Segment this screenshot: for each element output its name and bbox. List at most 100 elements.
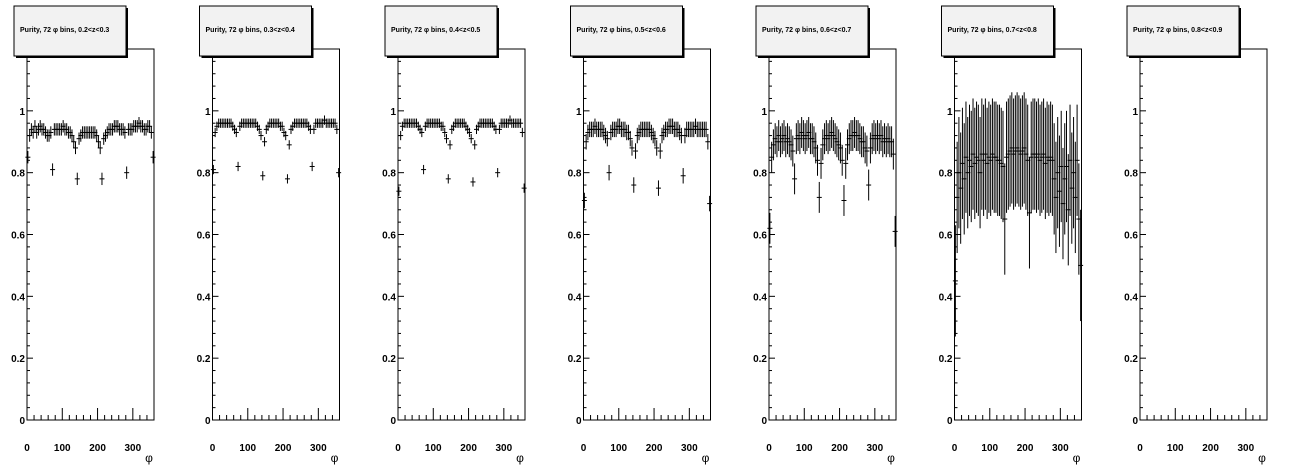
y-tick-label: 1 <box>205 107 211 118</box>
x-axis-label: φ <box>1073 451 1081 465</box>
x-tick-label: 300 <box>866 443 883 454</box>
data-point <box>839 144 845 176</box>
x-tick-label: 200 <box>831 443 848 454</box>
y-tick-label: 0 <box>205 416 211 427</box>
data-point <box>519 127 525 138</box>
y-tick-label: 1 <box>19 107 25 118</box>
data-point <box>627 130 633 147</box>
data-series <box>767 117 898 247</box>
x-tick-label: 100 <box>796 443 813 454</box>
x-tick-label: 300 <box>124 443 141 454</box>
data-point <box>99 172 105 186</box>
x-tick-label: 300 <box>1052 443 1069 454</box>
y-tick-label: 0.6 <box>11 231 25 242</box>
data-point <box>74 172 80 186</box>
x-tick-label: 300 <box>310 443 327 454</box>
data-point <box>583 134 589 150</box>
data-point <box>890 138 896 170</box>
y-tick-label: 0.6 <box>568 231 582 242</box>
x-tick-label: 100 <box>425 443 442 454</box>
data-point <box>843 147 849 179</box>
title-box <box>199 5 312 57</box>
data-point <box>629 140 635 156</box>
data-point <box>212 127 218 138</box>
data-point <box>1074 104 1080 216</box>
data-point <box>466 127 472 138</box>
x-tick-label: 0 <box>210 443 216 454</box>
data-point <box>124 166 130 179</box>
data-point <box>73 141 79 155</box>
x-tick-label: 200 <box>89 443 106 454</box>
panel-title: Purity, 72 φ bins, 0.8<z<0.9 <box>1133 27 1222 34</box>
y-tick-label: 0.6 <box>197 231 211 242</box>
data-point <box>256 124 262 135</box>
plot-frame <box>583 48 711 421</box>
y-tick-label: 0.8 <box>939 169 953 180</box>
y-tick-label: 0 <box>19 416 25 427</box>
y-tick-label: 1 <box>1132 107 1138 118</box>
panel-title: Purity, 72 φ bins, 0.2<z<0.3 <box>20 27 109 34</box>
y-tick-label: 0.8 <box>382 169 396 180</box>
x-tick-label: 300 <box>1237 443 1254 454</box>
x-axis-label: φ <box>331 451 339 465</box>
data-point <box>818 147 824 179</box>
data-point <box>233 127 239 138</box>
x-axis-label: φ <box>516 451 524 465</box>
data-point <box>50 163 56 176</box>
data-series <box>25 117 156 186</box>
data-point <box>336 168 342 178</box>
x-axis-label: φ <box>887 451 895 465</box>
data-point <box>657 143 663 159</box>
data-point <box>284 174 290 184</box>
y-tick-label: 1 <box>761 107 767 118</box>
chart-panel-7: 0 0.2 0.4 0.6 0.8 1 0 100 200 300 φ Purity, 72 φ bi… <box>1124 5 1268 465</box>
data-point <box>444 134 450 144</box>
data-point <box>792 163 798 195</box>
data-point <box>440 121 446 131</box>
data-point <box>521 183 527 193</box>
x-tick-label: 0 <box>581 443 587 454</box>
y-tick-label: 0 <box>761 416 767 427</box>
y-tick-label: 0.4 <box>1124 292 1138 303</box>
data-point <box>816 181 822 213</box>
y-tick-label: 0.2 <box>1124 354 1138 365</box>
data-point <box>1002 163 1008 275</box>
data-point <box>654 140 660 156</box>
data-point <box>952 225 958 337</box>
y-tick-label: 0 <box>947 416 953 427</box>
data-point <box>705 134 711 150</box>
data-point <box>419 127 425 138</box>
y-tick-label: 0.4 <box>753 292 767 303</box>
title-box <box>1126 5 1240 57</box>
y-tick-label: 1 <box>390 107 396 118</box>
plot-frame <box>397 48 526 421</box>
y-tick-label: 0.2 <box>382 354 396 365</box>
data-point <box>892 215 898 247</box>
x-tick-label: 100 <box>610 443 627 454</box>
data-point <box>122 126 128 139</box>
data-point <box>442 127 448 138</box>
data-point <box>1078 209 1084 322</box>
y-tick-label: 0.6 <box>1124 231 1138 242</box>
plot-frame <box>1139 48 1268 421</box>
x-tick-label: 200 <box>275 443 292 454</box>
y-tick-label: 0.6 <box>382 231 396 242</box>
title-box <box>384 5 498 57</box>
panel-title: Purity, 72 φ bins, 0.7<z<0.8 <box>948 27 1037 34</box>
x-tick-label: 100 <box>54 443 71 454</box>
data-point <box>258 130 264 141</box>
plot-frame <box>768 48 897 421</box>
data-series <box>952 92 1084 337</box>
data-point <box>606 164 612 181</box>
y-tick-label: 0 <box>576 416 582 427</box>
data-point <box>652 130 658 147</box>
y-tick-label: 0.8 <box>197 169 211 180</box>
data-point <box>260 171 266 181</box>
y-tick-label: 0 <box>390 416 396 427</box>
title-box <box>941 5 1054 57</box>
chart-panel-1: 0 0.2 0.4 0.6 0.8 1 0 100 200 300 φ Purity, 72 φ bi… <box>11 5 156 465</box>
data-point <box>309 161 315 172</box>
chart-panel-6: 0 0.2 0.4 0.6 0.8 1 0 100 200 300 φ Purity, 72 φ bi… <box>939 5 1084 465</box>
y-tick-label: 0.4 <box>939 292 953 303</box>
